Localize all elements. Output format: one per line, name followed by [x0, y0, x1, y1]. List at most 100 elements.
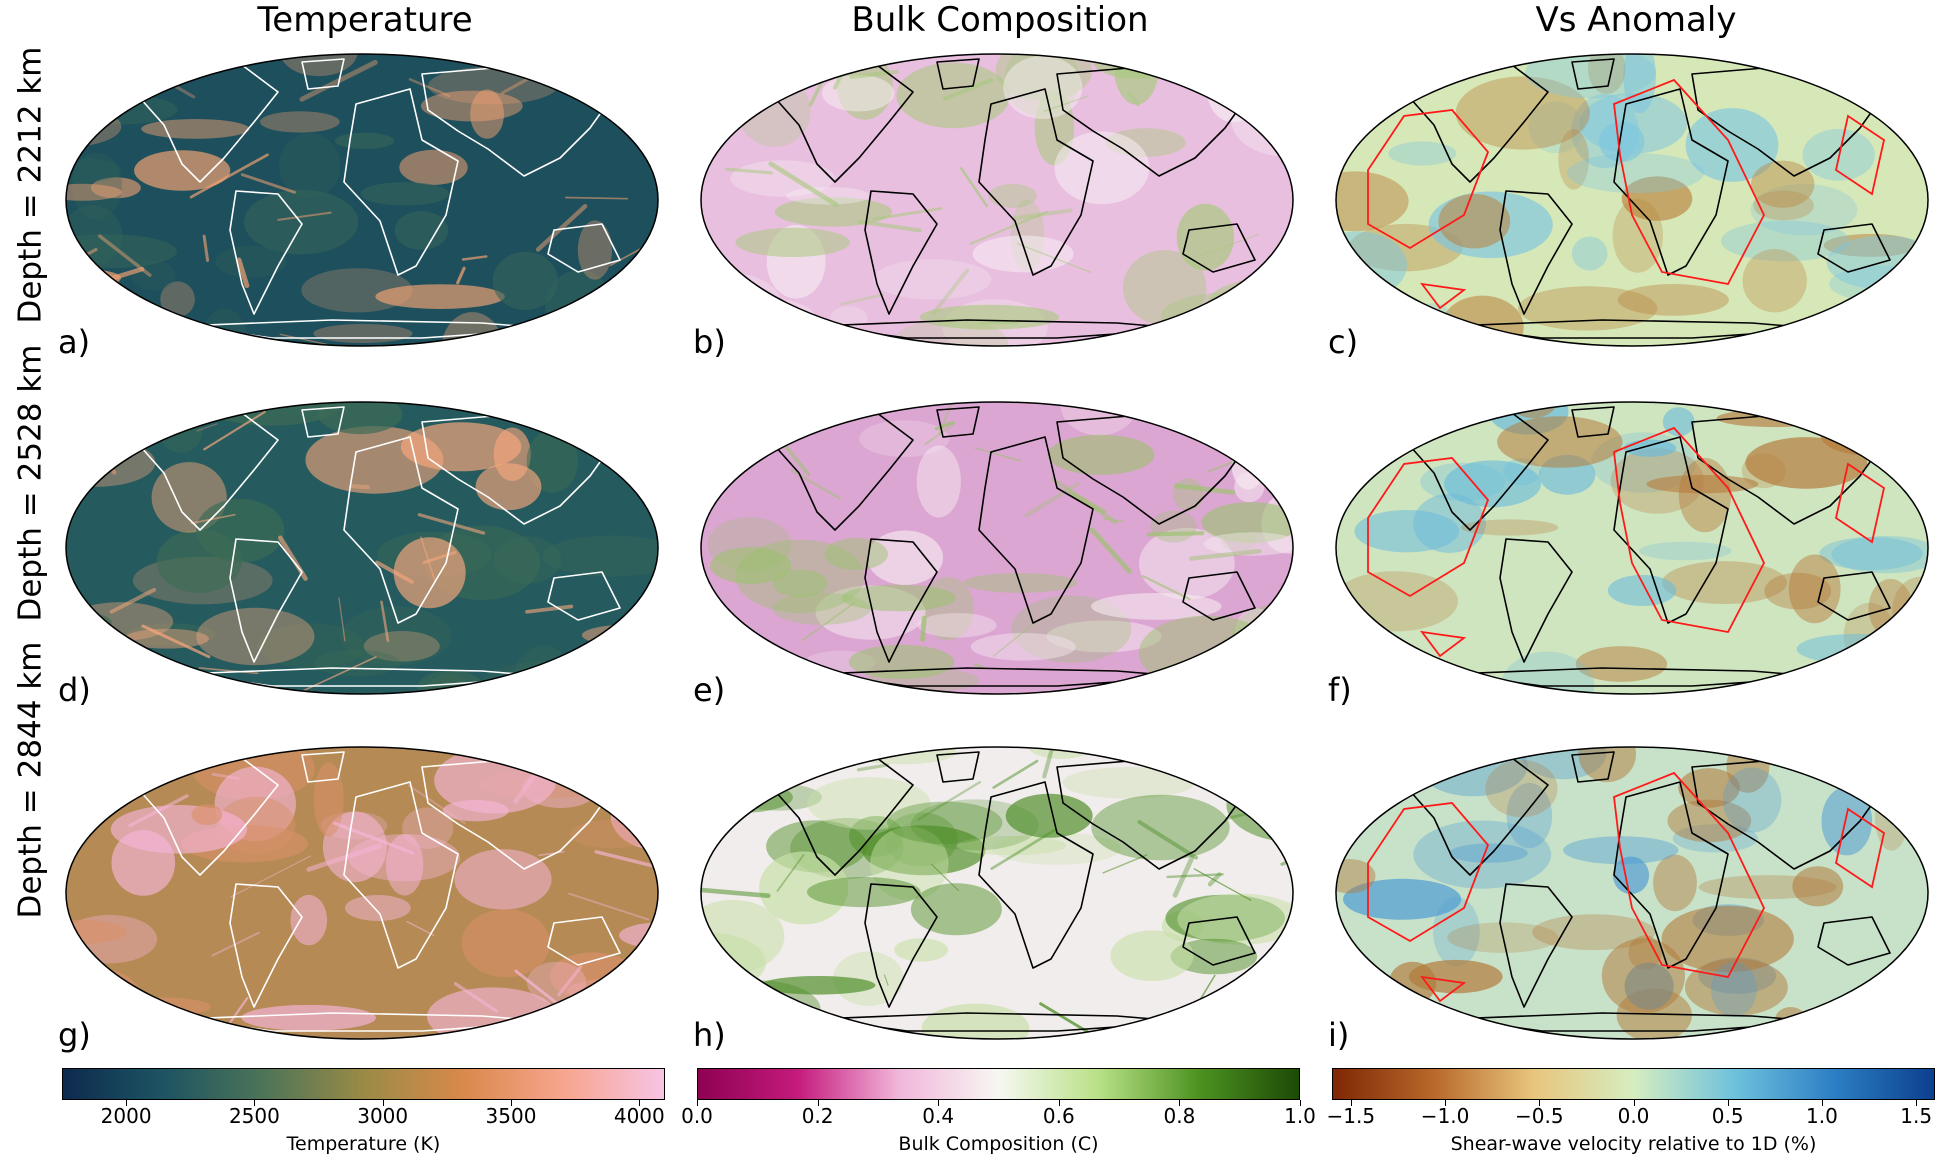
- colorbar-tick-label: 3500: [485, 1104, 537, 1128]
- panel-label: e): [693, 671, 726, 709]
- colorbar-tick-label: 1.0: [1284, 1104, 1316, 1128]
- map-panel-g: g): [58, 743, 662, 1054]
- map-panel-b: b): [693, 50, 1297, 361]
- colorbar-tickmark: [511, 1100, 512, 1106]
- llsvp-contour: [1367, 109, 1490, 250]
- coastline: [1817, 916, 1891, 966]
- column-title-vs-anomaly: Vs Anomaly: [1535, 0, 1737, 40]
- panel-label: h): [693, 1016, 726, 1054]
- coastline: [301, 58, 345, 90]
- coastline: [864, 538, 938, 663]
- robinson-map: [65, 53, 659, 347]
- coastline: [1571, 751, 1615, 783]
- row-label-2212: Depth = 2212 km: [12, 46, 49, 324]
- map-panel-a: a): [58, 50, 662, 361]
- llsvp-contour: [1419, 975, 1467, 1003]
- map-boundary: [1335, 401, 1929, 695]
- colorbar-tickmark: [1916, 1100, 1918, 1106]
- map-panel-h: h): [693, 743, 1297, 1054]
- colorbar-tickmark: [697, 1100, 698, 1106]
- map-boundary: [1335, 746, 1929, 1040]
- coastline: [1182, 571, 1256, 621]
- coastline: [301, 406, 345, 438]
- coastline: [139, 64, 279, 183]
- colorbar-tickmark: [1058, 1100, 1060, 1106]
- llsvp-contour: [1834, 462, 1886, 544]
- colorbar-tick-label: 0.0: [1617, 1104, 1650, 1128]
- colorbar-tickmark: [817, 1100, 819, 1106]
- coastline: [301, 751, 345, 783]
- coastline: [547, 916, 621, 966]
- coastline: [139, 412, 279, 531]
- map-boundary: [700, 53, 1294, 347]
- column-title-temperature: Temperature: [257, 0, 473, 40]
- coastline: [774, 757, 914, 876]
- coastline: [229, 190, 303, 315]
- colorbar-tick-label: 0.0: [681, 1104, 713, 1128]
- colorbar-tickmark: [1727, 1100, 1729, 1106]
- llsvp-contour: [1367, 457, 1490, 598]
- robinson-map: [65, 401, 659, 695]
- coastline: [936, 58, 980, 90]
- colorbar-tickmark: [1539, 1100, 1541, 1106]
- colorbar-composition: [697, 1068, 1300, 1100]
- coastline: [1571, 58, 1615, 90]
- colorbar-tick-label: 2000: [100, 1104, 152, 1128]
- panel-label: b): [693, 323, 726, 361]
- colorbar-tick-label: 0.6: [1042, 1104, 1075, 1128]
- coastline: [1571, 406, 1615, 438]
- panel-label: i): [1328, 1016, 1350, 1054]
- panel-label: c): [1328, 323, 1359, 361]
- colorbar-tickmark: [126, 1100, 128, 1106]
- map-boundary: [700, 746, 1294, 1040]
- colorbar-vs-anomaly: [1332, 1068, 1935, 1100]
- panel-label: g): [58, 1016, 91, 1054]
- colorbar-tick-label: 3000: [357, 1104, 409, 1128]
- robinson-map: [1335, 401, 1929, 695]
- colorbar-tickmark: [1350, 1100, 1352, 1106]
- llsvp-contour: [1419, 630, 1467, 658]
- robinson-map: [700, 53, 1294, 347]
- colorbar-tickmark: [1300, 1100, 1301, 1106]
- coastline: [547, 223, 621, 273]
- coastline: [774, 412, 914, 531]
- map-panel-f: f): [1328, 398, 1932, 709]
- colorbar-label-temperature: Temperature (K): [286, 1133, 441, 1155]
- coastline: [936, 751, 980, 783]
- colorbar-label-composition: Bulk Composition (C): [898, 1133, 1099, 1155]
- coastline: [547, 571, 621, 621]
- llsvp-contour: [1613, 426, 1766, 634]
- colorbar-tickmark: [639, 1100, 641, 1106]
- coastline: [1613, 781, 1729, 969]
- colorbar-tick-label: −0.5: [1515, 1104, 1564, 1128]
- panel-label: d): [58, 671, 91, 709]
- coastline: [1817, 223, 1891, 273]
- coastline: [343, 88, 459, 276]
- colorbar-tick-label: 1.0: [1805, 1104, 1838, 1128]
- coastline: [978, 781, 1094, 969]
- map-panel-c: c): [1328, 50, 1932, 361]
- coastline: [864, 883, 938, 1008]
- coastline: [1613, 88, 1729, 276]
- map-panel-d: d): [58, 398, 662, 709]
- robinson-map: [700, 746, 1294, 1040]
- coastline: [1817, 571, 1891, 621]
- coastline: [936, 406, 980, 438]
- coastline: [864, 190, 938, 315]
- colorbar-tick-label: 0.4: [922, 1104, 955, 1128]
- colorbar-tickmark: [1633, 1100, 1635, 1106]
- llsvp-contour: [1834, 114, 1886, 196]
- map-boundary: [65, 746, 659, 1040]
- coastline: [343, 436, 459, 624]
- colorbar-tickmark: [254, 1100, 256, 1106]
- colorbar-tick-label: −1.0: [1420, 1104, 1470, 1128]
- map-boundary: [65, 401, 659, 695]
- colorbar-tickmark: [938, 1100, 940, 1106]
- coastline: [229, 538, 303, 663]
- robinson-map: [1335, 53, 1929, 347]
- coastline: [343, 781, 459, 969]
- column-title-composition: Bulk Composition: [851, 0, 1149, 40]
- colorbar-tick-label: −1.5: [1326, 1104, 1376, 1128]
- colorbar-tick-label: 4000: [613, 1104, 665, 1128]
- coastline: [139, 757, 279, 876]
